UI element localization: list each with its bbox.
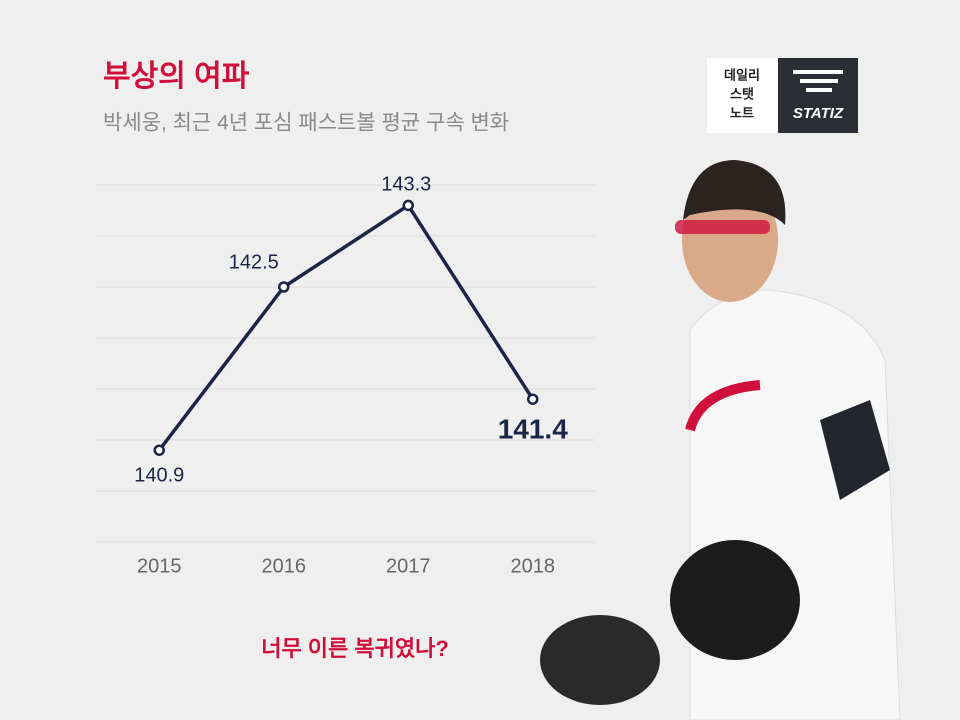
- line: [157, 203, 535, 452]
- chart-subtitle: 박세웅, 최근 4년 포심 패스트볼 평균 구속 변화: [103, 112, 509, 135]
- value-label: 141.4: [498, 414, 568, 445]
- value-label: 142.5: [229, 251, 279, 273]
- logo-box: [707, 58, 778, 133]
- point: [153, 444, 165, 456]
- chart-title: 부상의 여파: [103, 60, 250, 93]
- logo-text: 노트: [730, 105, 754, 120]
- value-label: 140.9: [134, 464, 184, 486]
- point: [278, 281, 290, 293]
- player-photo: [540, 160, 901, 720]
- brand-name: STATIZ: [793, 105, 844, 122]
- value-label: 143.3: [381, 174, 431, 196]
- x-tick-label: 2015: [137, 555, 182, 577]
- x-tick-label: 2016: [262, 555, 307, 577]
- point: [527, 393, 539, 405]
- annotation: 너무 이른 복귀였나?: [261, 636, 449, 661]
- brand-icon: [793, 70, 843, 92]
- x-tick-label: 2017: [386, 555, 431, 577]
- point: [402, 199, 414, 212]
- x-tick-label: 2018: [511, 555, 556, 577]
- logo-text: 스탯: [730, 86, 754, 101]
- logo-text: 데일리: [724, 67, 760, 82]
